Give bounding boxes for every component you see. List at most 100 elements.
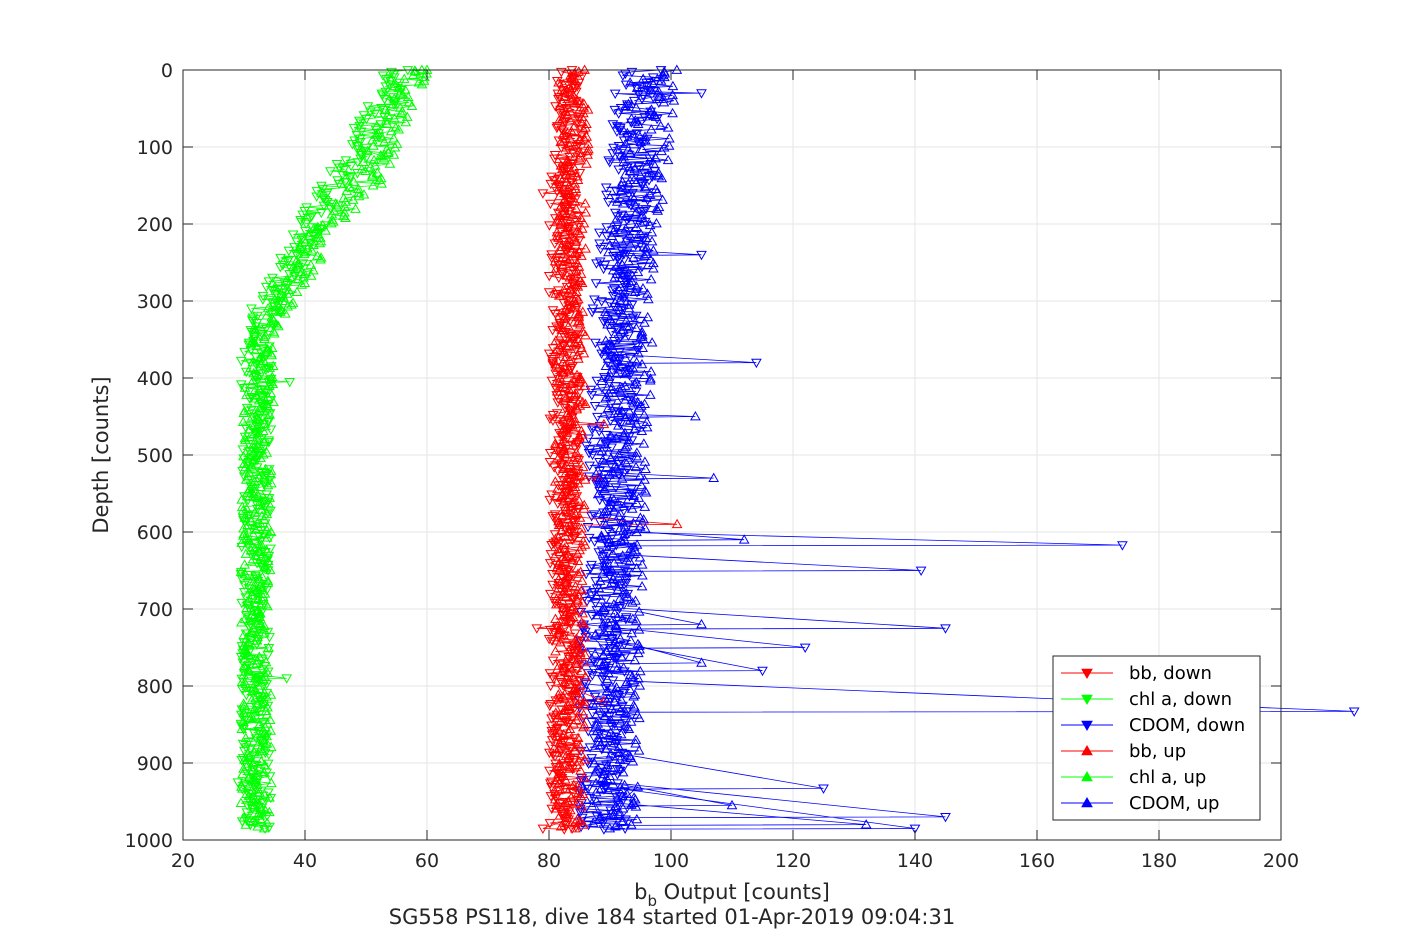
data-point — [239, 512, 251, 522]
data-point — [589, 629, 601, 640]
data-point — [253, 472, 265, 482]
data-point — [553, 181, 565, 192]
data-point — [624, 414, 636, 425]
data-point — [574, 512, 586, 522]
data-point — [239, 559, 250, 569]
data-point — [570, 508, 581, 519]
data-point — [598, 418, 610, 429]
data-point — [397, 89, 409, 100]
data-point — [315, 254, 326, 264]
data-point — [656, 145, 667, 156]
data-point — [560, 591, 572, 602]
data-point — [257, 696, 269, 706]
data-point — [361, 152, 373, 163]
data-point — [590, 786, 602, 797]
data-point — [613, 109, 625, 119]
data-point — [555, 492, 566, 502]
data-point — [246, 785, 258, 795]
data-point — [592, 609, 604, 620]
data-point — [607, 264, 619, 275]
data-point — [648, 158, 660, 168]
data-point — [566, 73, 577, 83]
data-point — [626, 503, 638, 513]
data-point — [367, 180, 379, 190]
data-point — [610, 636, 621, 647]
data-point — [242, 578, 254, 589]
data-point — [624, 555, 636, 566]
data-point — [254, 618, 266, 629]
x-tick-label: 200 — [1263, 850, 1299, 872]
data-point — [594, 457, 605, 468]
data-point — [553, 582, 564, 593]
data-point — [590, 777, 602, 788]
y-tick-label: 300 — [137, 291, 173, 313]
data-point — [818, 784, 829, 794]
data-point — [631, 376, 642, 387]
data-point — [599, 483, 610, 493]
data-point — [639, 474, 650, 484]
data-point — [638, 438, 650, 448]
y-tick-label: 1000 — [125, 830, 173, 852]
data-point — [570, 248, 582, 259]
data-point — [590, 765, 602, 775]
data-point — [251, 635, 263, 645]
data-point — [245, 712, 256, 723]
data-point — [612, 407, 624, 417]
data-point — [586, 671, 598, 681]
data-point — [621, 127, 633, 138]
data-point — [362, 102, 374, 112]
data-point — [553, 725, 565, 735]
data-point — [376, 178, 387, 188]
data-point — [254, 496, 266, 506]
data-point — [291, 237, 303, 248]
data-point — [253, 394, 265, 405]
data-point — [641, 422, 653, 432]
data-point — [287, 297, 299, 307]
data-point — [605, 631, 617, 641]
data-point — [637, 235, 649, 246]
data-point — [579, 380, 591, 390]
data-point — [246, 392, 258, 403]
data-point — [625, 819, 637, 829]
data-point — [618, 429, 630, 439]
data-point — [238, 528, 250, 538]
data-point — [668, 95, 680, 105]
data-point — [584, 793, 596, 804]
data-point — [274, 306, 286, 316]
data-point — [636, 559, 648, 569]
data-point — [326, 208, 338, 219]
data-point — [590, 577, 602, 587]
data-point — [246, 304, 257, 314]
data-point — [574, 134, 586, 145]
data-point — [253, 593, 264, 603]
data-point — [265, 725, 277, 735]
data-point — [325, 205, 337, 215]
data-point — [640, 463, 651, 473]
data-point — [246, 589, 258, 600]
data-point — [567, 93, 579, 103]
data-point — [586, 591, 598, 602]
data-point — [586, 425, 598, 435]
data-point — [240, 474, 252, 484]
data-point — [264, 772, 276, 782]
data-point — [382, 147, 394, 157]
data-point — [544, 766, 555, 777]
data-point — [568, 718, 579, 728]
data-point — [546, 376, 558, 387]
data-point — [394, 78, 406, 89]
data-point — [613, 449, 625, 459]
data-point — [617, 324, 629, 334]
data-point — [543, 288, 555, 298]
data-point — [543, 271, 555, 282]
data-point — [306, 245, 318, 255]
data-point — [671, 518, 683, 529]
data-point — [378, 105, 390, 116]
x-tick-label: 100 — [653, 850, 689, 872]
data-point — [562, 407, 573, 417]
data-point — [624, 165, 636, 176]
data-point — [614, 754, 626, 764]
data-point — [613, 418, 625, 428]
data-point — [599, 775, 610, 786]
data-point — [547, 416, 559, 426]
data-point — [619, 750, 630, 760]
